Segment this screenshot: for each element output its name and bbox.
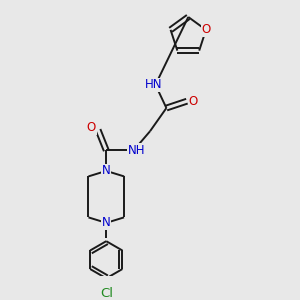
Text: O: O [201,23,211,36]
Text: NH: NH [128,144,145,157]
Text: Cl: Cl [100,287,113,300]
Text: N: N [102,164,111,177]
Text: O: O [188,95,197,108]
Text: N: N [102,216,111,230]
Text: HN: HN [146,78,163,91]
Text: O: O [87,121,96,134]
